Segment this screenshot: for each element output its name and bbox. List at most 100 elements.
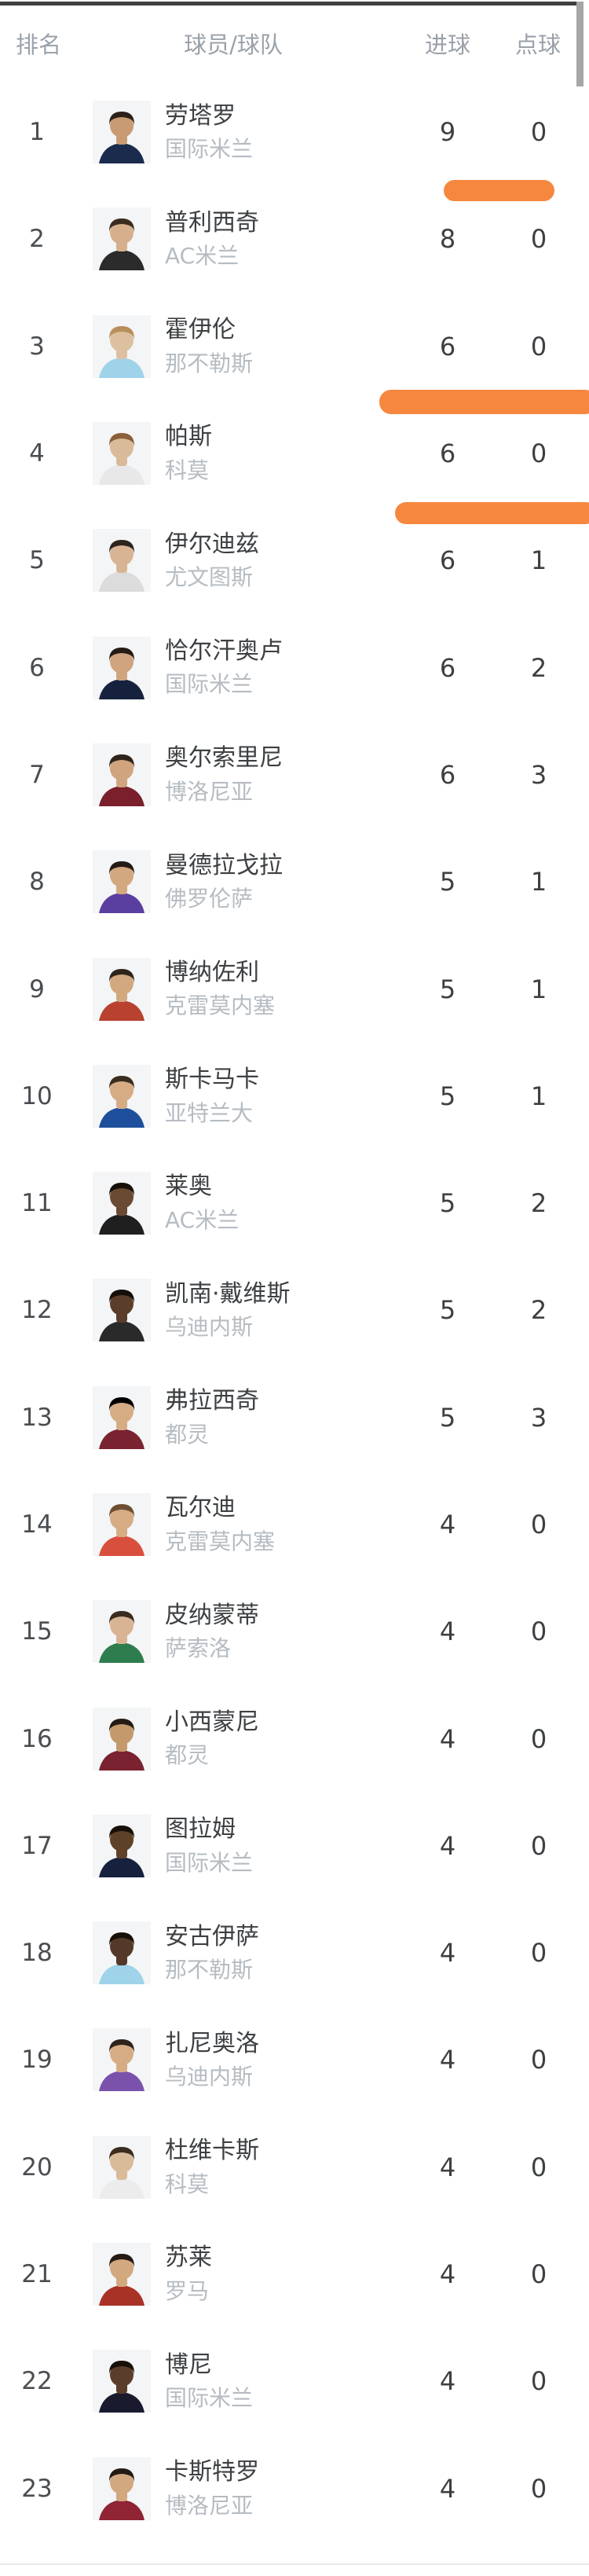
- table-row[interactable]: 11 莱奥 AC米兰 5 2: [0, 1150, 589, 1257]
- table-row[interactable]: 12 凯南·戴维斯 乌迪内斯 5 2: [0, 1257, 589, 1363]
- player-avatar: [93, 2028, 151, 2092]
- player-photo-placeholder: [93, 1279, 151, 1342]
- penalty-value: 0: [530, 439, 547, 469]
- player-photo-placeholder: [93, 2457, 151, 2520]
- goals-value: 4: [439, 1938, 456, 1969]
- goals-value: 4: [439, 2045, 456, 2075]
- player-name: 曼德拉戈拉: [165, 852, 283, 879]
- player-name: 杜维卡斯: [165, 2137, 259, 2165]
- rank-cell: 7: [29, 760, 45, 789]
- player-photo-placeholder: [93, 1921, 151, 1985]
- table-row[interactable]: 3 霍伊伦 那不勒斯 6 0: [0, 293, 589, 400]
- player-photo-placeholder: [93, 2350, 151, 2413]
- player-photo-placeholder: [93, 1064, 151, 1128]
- team-name: 国际米兰: [165, 673, 254, 698]
- player-avatar: [93, 422, 151, 486]
- goals-value: 6: [439, 331, 456, 361]
- goals-value: 4: [439, 1830, 456, 1861]
- rank-cell: 19: [21, 2046, 53, 2075]
- player-name: 安古伊萨: [165, 1923, 259, 1950]
- table-row[interactable]: 15 皮纳蒙蒂 萨索洛 4 0: [0, 1578, 589, 1685]
- penalty-value: 0: [530, 2366, 547, 2397]
- rank-cell: 13: [21, 1403, 53, 1432]
- player-photo-placeholder: [93, 1172, 151, 1235]
- goals-value: 4: [439, 1723, 456, 1754]
- table-row[interactable]: 23 卡斯特罗 博洛尼亚 4 0: [0, 2435, 589, 2542]
- table-row[interactable]: 6 恰尔汗奥卢 国际米兰 6 2: [0, 614, 589, 721]
- player-avatar: [93, 2243, 151, 2306]
- player-info: 博尼 国际米兰: [165, 2352, 412, 2411]
- table-row[interactable]: 22 博尼 国际米兰 4 0: [0, 2328, 589, 2435]
- table-top-border: [0, 2, 576, 6]
- table-row[interactable]: 10 斯卡马卡 亚特兰大 5 1: [0, 1043, 589, 1150]
- player-info: 安古伊萨 那不勒斯: [165, 1924, 412, 1983]
- player-info: 瓦尔迪 克雷莫内塞: [165, 1495, 412, 1554]
- player-avatar: [93, 1921, 151, 1985]
- section-divider: [0, 2563, 589, 2565]
- player-name: 小西蒙尼: [165, 1708, 259, 1736]
- table-row[interactable]: 5 伊尔迪兹 尤文图斯 6 1: [0, 507, 589, 614]
- rank-cell: 20: [21, 2152, 53, 2182]
- table-row[interactable]: 20 杜维卡斯 科莫 4 0: [0, 2114, 589, 2221]
- player-info: 劳塔罗 国际米兰: [165, 103, 412, 162]
- table-row[interactable]: 2 普利西奇 AC米兰 8 0: [0, 185, 589, 292]
- goals-value: 5: [439, 974, 456, 1004]
- penalty-value: 0: [530, 2045, 547, 2075]
- player-name: 普利西奇: [165, 209, 259, 237]
- rank-cell: 9: [29, 974, 45, 1004]
- player-name: 皮纳蒙蒂: [165, 1602, 259, 1629]
- player-info: 卡斯特罗 博洛尼亚: [165, 2459, 412, 2518]
- table-row[interactable]: 4 帕斯 科莫 6 0: [0, 400, 589, 507]
- player-name: 博纳佐利: [165, 959, 259, 986]
- vertical-scrollbar-thumb[interactable]: [576, 2, 584, 86]
- table-row[interactable]: 19 扎尼奥洛 乌迪内斯 4 0: [0, 2006, 589, 2113]
- rank-cell: 1: [29, 118, 45, 147]
- team-name: 博洛尼亚: [165, 2493, 254, 2519]
- player-avatar: [93, 1064, 151, 1128]
- team-name: AC米兰: [165, 244, 240, 270]
- player-avatar: [93, 207, 151, 271]
- penalty-value: 0: [530, 2473, 547, 2504]
- player-info: 图拉姆 国际米兰: [165, 1816, 412, 1875]
- player-info: 霍伊伦 那不勒斯: [165, 317, 412, 376]
- header-penalty: 点球: [514, 31, 562, 58]
- player-avatar: [93, 1172, 151, 1235]
- table-row[interactable]: 18 安古伊萨 那不勒斯 4 0: [0, 1899, 589, 2006]
- player-photo-placeholder: [93, 2243, 151, 2306]
- penalty-value: 2: [530, 1188, 547, 1219]
- team-name: 克雷莫内塞: [165, 994, 276, 1019]
- table-row[interactable]: 17 图拉姆 国际米兰 4 0: [0, 1793, 589, 1899]
- player-photo-placeholder: [93, 1707, 151, 1771]
- team-name: 科莫: [165, 2172, 210, 2197]
- table-row[interactable]: 14 瓦尔迪 克雷莫内塞 4 0: [0, 1471, 589, 1578]
- table-header: 排名 球员/球队 进球 点球: [0, 0, 589, 79]
- team-name: 罗马: [165, 2279, 210, 2304]
- table-row[interactable]: 21 苏莱 罗马 4 0: [0, 2221, 589, 2328]
- player-photo-placeholder: [93, 850, 151, 914]
- player-info: 小西蒙尼 都灵: [165, 1709, 412, 1768]
- goals-value: 4: [439, 2152, 456, 2182]
- goals-value: 5: [439, 1402, 456, 1433]
- player-avatar: [93, 529, 151, 593]
- table-row[interactable]: 8 曼德拉戈拉 佛罗伦萨 5 1: [0, 828, 589, 935]
- goals-value: 8: [439, 224, 456, 255]
- penalty-value: 1: [530, 867, 547, 897]
- player-info: 曼德拉戈拉 佛罗伦萨: [165, 853, 412, 912]
- player-photo-placeholder: [93, 2028, 151, 2092]
- table-row[interactable]: 7 奥尔索里尼 博洛尼亚 6 3: [0, 721, 589, 828]
- rank-cell: 5: [29, 546, 45, 575]
- team-name: 那不勒斯: [165, 1958, 254, 1983]
- player-photo-placeholder: [93, 1600, 151, 1664]
- table-row[interactable]: 13 弗拉西奇 都灵 5 3: [0, 1364, 589, 1471]
- table-row[interactable]: 16 小西蒙尼 都灵 4 0: [0, 1685, 589, 1792]
- player-name: 恰尔汗奥卢: [165, 637, 283, 665]
- player-info: 凯南·戴维斯 乌迪内斯: [165, 1281, 412, 1340]
- table-row[interactable]: 1 劳塔罗 国际米兰 9 0: [0, 79, 589, 185]
- table-row[interactable]: 9 博纳佐利 克雷莫内塞 5 1: [0, 935, 589, 1042]
- player-info: 弗拉西奇 都灵: [165, 1388, 412, 1447]
- rank-cell: 11: [21, 1189, 53, 1218]
- goals-value: 4: [439, 2259, 456, 2290]
- team-name: 都灵: [165, 1744, 210, 1769]
- player-avatar: [93, 743, 151, 806]
- player-name: 扎尼奥洛: [165, 2030, 259, 2057]
